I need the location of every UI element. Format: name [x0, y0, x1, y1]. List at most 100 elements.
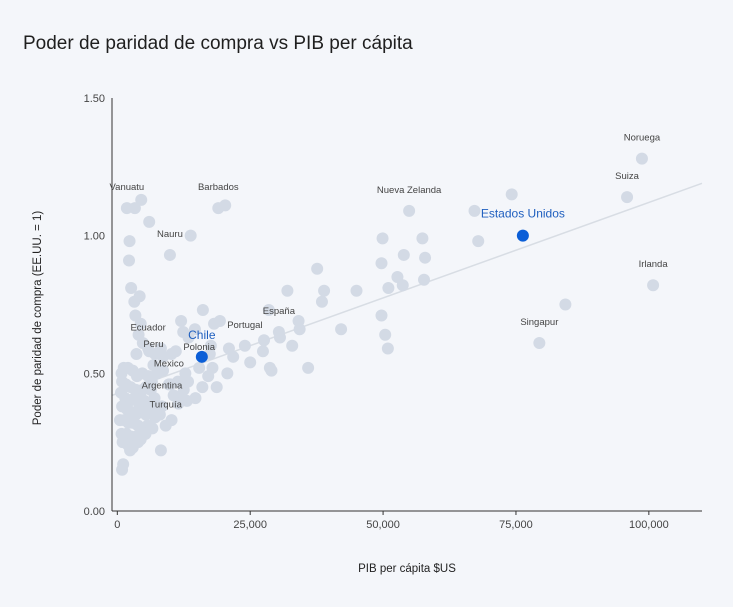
labels-layer: Noruega Suiza Irlanda Singapur Vanuatu Barbad… [110, 133, 669, 411]
data-point [124, 444, 137, 457]
point-label: Portugal [227, 320, 262, 331]
data-point [157, 364, 170, 377]
data-point [256, 345, 269, 358]
data-point [125, 281, 138, 294]
x-axis-label: PIB per cápita $US [358, 563, 456, 575]
data-point [559, 298, 572, 311]
data-point [135, 193, 148, 206]
data-point [472, 235, 485, 248]
highlight-label: Estados Unidos [481, 207, 565, 221]
data-point [403, 204, 416, 217]
data-point [381, 342, 394, 355]
data-point [382, 281, 395, 294]
point-label: Barbados [198, 182, 239, 193]
point-label: Suiza [615, 171, 639, 182]
data-point [227, 350, 240, 363]
chart-title: Poder de paridad de compra vs PIB per cá… [23, 33, 413, 54]
data-point [416, 232, 429, 245]
point-label: Noruega [624, 133, 661, 144]
y-tick-label: 0.00 [84, 506, 105, 518]
highlight-point [195, 350, 208, 363]
data-point [258, 334, 271, 347]
data-point [193, 361, 206, 374]
axes: 0 25,000 50,000 75,000 100,000 0.00 0.50 1.00 1.… [84, 93, 702, 531]
data-point [635, 152, 648, 165]
data-point [315, 295, 328, 308]
point-label: Irlanda [639, 259, 669, 270]
data-point [419, 251, 432, 264]
data-point [376, 232, 389, 245]
data-point [375, 309, 388, 322]
data-point [172, 397, 185, 410]
point-label: Polonia [183, 342, 215, 353]
y-tick-label: 0.50 [84, 368, 105, 380]
highlight-point [516, 229, 529, 242]
data-point [375, 257, 388, 270]
point-label: España [263, 306, 296, 317]
data-point [286, 339, 299, 352]
data-point [123, 235, 136, 248]
data-point [468, 204, 481, 217]
data-point [533, 337, 546, 350]
data-point [335, 323, 348, 336]
y-tick-label: 1.50 [84, 93, 105, 105]
point-label: Peru [143, 339, 163, 350]
data-point [265, 364, 278, 377]
point-label: Singapur [520, 317, 558, 328]
data-point [184, 229, 197, 242]
point-label: Nueva Zelanda [377, 185, 442, 196]
data-point [188, 323, 201, 336]
data-point [311, 262, 324, 275]
data-point [350, 284, 363, 297]
y-axis-label: Poder de paridad de compra (EE.UU. = 1) [32, 211, 44, 426]
data-point [202, 370, 215, 383]
point-label: Vanuatu [110, 182, 145, 193]
data-point [143, 215, 156, 228]
x-tick-label: 100,000 [629, 519, 669, 531]
data-point [281, 284, 294, 297]
data-point [396, 279, 409, 292]
data-point [273, 331, 286, 344]
data-point [418, 273, 431, 286]
x-tick-label: 25,000 [233, 519, 267, 531]
data-point [318, 284, 331, 297]
y-tick-label: 1.00 [84, 231, 105, 243]
data-point [262, 304, 275, 317]
data-point [244, 356, 257, 369]
x-tick-label: 75,000 [499, 519, 533, 531]
data-point [153, 408, 166, 421]
x-tick-label: 50,000 [366, 519, 400, 531]
data-point [219, 199, 232, 212]
point-label: Turquía [149, 400, 182, 411]
data-point [164, 378, 177, 391]
highlight-label: Chile [188, 328, 216, 342]
data-point [163, 248, 176, 261]
data-point [149, 348, 162, 361]
data-point [196, 381, 209, 394]
data-point [132, 436, 145, 449]
data-point [196, 304, 209, 317]
data-point [621, 191, 634, 204]
data-point [139, 427, 152, 440]
data-point [148, 392, 161, 405]
data-point [379, 328, 392, 341]
data-point [302, 361, 315, 374]
data-point [238, 339, 251, 352]
data-point [128, 202, 141, 215]
point-label: Ecuador [130, 323, 165, 334]
data-point [165, 414, 178, 427]
data-point [213, 315, 226, 328]
data-point [128, 295, 141, 308]
data-point [182, 331, 195, 344]
data-point [505, 188, 518, 201]
data-point [123, 254, 136, 267]
data-point [647, 279, 660, 292]
x-tick-label: 0 [114, 519, 120, 531]
data-point [116, 463, 129, 476]
data-point [221, 367, 234, 380]
data-point [136, 337, 149, 350]
point-label: Argentina [142, 380, 183, 391]
points-layer [113, 152, 660, 476]
point-label: Nauru [157, 229, 183, 240]
